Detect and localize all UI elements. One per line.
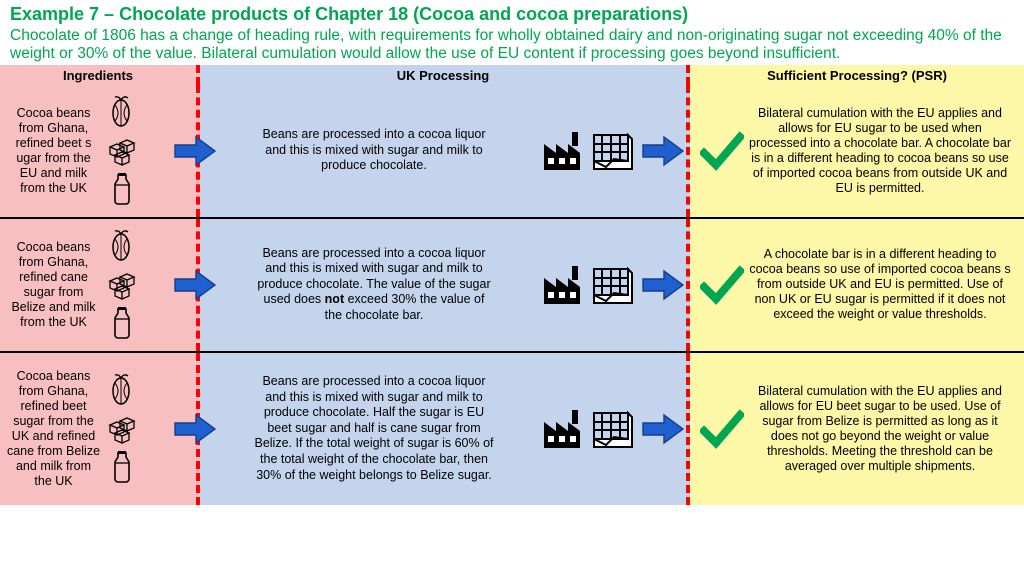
processing-text: Beans are processed into a cocoa liquor … — [254, 374, 494, 483]
psr-cell: Bilateral cumulation with the EU applies… — [690, 85, 1024, 217]
psr-text: Bilateral cumulation with the EU applies… — [746, 384, 1018, 474]
header-processing: UK Processing — [200, 65, 690, 85]
psr-cell: Bilateral cumulation with the EU applies… — [690, 353, 1024, 505]
check-icon — [700, 131, 744, 171]
processing-icons — [542, 129, 636, 173]
chocolate-bar-icon — [592, 407, 636, 451]
arrow-icon — [174, 268, 216, 302]
ingredient-icons — [107, 229, 137, 341]
processing-cell: Beans are processed into a cocoa liquor … — [200, 353, 690, 505]
ingredients-cell: Cocoa beans from Ghana, refined beet sug… — [0, 353, 200, 505]
factory-icon — [542, 264, 584, 306]
sugar-cubes-icon — [107, 133, 137, 167]
arrow-icon — [642, 268, 684, 302]
chocolate-bar-icon — [592, 263, 636, 307]
check-icon — [700, 409, 744, 449]
ingredient-icons — [107, 95, 137, 207]
psr-text: A chocolate bar is in a different headin… — [746, 247, 1018, 322]
example-subtitle: Chocolate of 1806 has a change of headin… — [10, 27, 1014, 63]
ingredients-text: Cocoa beans from Ghana, refined beet s u… — [6, 106, 101, 196]
ingredients-text: Cocoa beans from Ghana, refined beet sug… — [6, 369, 101, 489]
factory-icon — [542, 408, 584, 450]
column-headers: Ingredients UK Processing Sufficient Pro… — [0, 65, 1024, 85]
arrow-icon — [642, 134, 684, 168]
milk-bottle-icon — [110, 305, 134, 341]
arrow-icon — [174, 412, 216, 446]
chocolate-bar-icon — [592, 129, 636, 173]
ingredient-icons — [107, 373, 137, 485]
psr-text: Bilateral cumulation with the EU applies… — [746, 106, 1018, 196]
arrow-icon — [174, 134, 216, 168]
table-row: Cocoa beans from Ghana, refined beet sug… — [0, 351, 1024, 505]
cocoa-pod-icon — [109, 95, 135, 129]
sugar-cubes-icon — [107, 267, 137, 301]
header-ingredients: Ingredients — [0, 65, 200, 85]
arrow-icon — [642, 412, 684, 446]
processing-icons — [542, 263, 636, 307]
header: Example 7 – Chocolate products of Chapte… — [0, 0, 1024, 65]
cocoa-pod-icon — [109, 373, 135, 407]
processing-text: Beans are processed into a cocoa liquor … — [254, 127, 494, 174]
ingredients-cell: Cocoa beans from Ghana, refined beet s u… — [0, 85, 200, 217]
processing-cell: Beans are processed into a cocoa liquor … — [200, 85, 690, 217]
processing-icons — [542, 407, 636, 451]
cocoa-pod-icon — [109, 229, 135, 263]
flow-table: Ingredients UK Processing Sufficient Pro… — [0, 65, 1024, 505]
sugar-cubes-icon — [107, 411, 137, 445]
ingredients-cell: Cocoa beans from Ghana, refined cane sug… — [0, 219, 200, 351]
check-icon — [700, 265, 744, 305]
factory-icon — [542, 130, 584, 172]
table-row: Cocoa beans from Ghana, refined cane sug… — [0, 217, 1024, 351]
milk-bottle-icon — [110, 449, 134, 485]
table-row: Cocoa beans from Ghana, refined beet s u… — [0, 85, 1024, 217]
example-title: Example 7 – Chocolate products of Chapte… — [10, 4, 1014, 25]
ingredients-text: Cocoa beans from Ghana, refined cane sug… — [6, 240, 101, 330]
psr-cell: A chocolate bar is in a different headin… — [690, 219, 1024, 351]
processing-text: Beans are processed into a cocoa liquor … — [254, 246, 494, 324]
header-psr: Sufficient Processing? (PSR) — [690, 65, 1024, 85]
processing-cell: Beans are processed into a cocoa liquor … — [200, 219, 690, 351]
milk-bottle-icon — [110, 171, 134, 207]
